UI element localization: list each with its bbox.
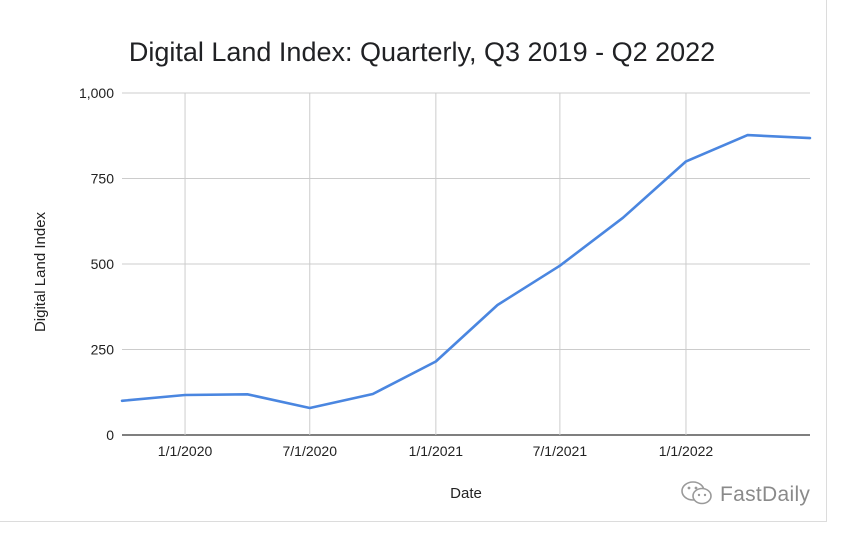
y-axis-title: Digital Land Index xyxy=(32,211,49,332)
x-tick-label: 1/1/2020 xyxy=(158,443,213,459)
y-tick-labels: 0 250 500 750 1,000 xyxy=(79,85,114,443)
x-tick-label: 7/1/2021 xyxy=(533,443,588,459)
y-tick-label: 0 xyxy=(106,427,114,443)
watermark: FastDaily xyxy=(680,480,810,510)
chart-frame: Digital Land Index: Quarterly, Q3 2019 -… xyxy=(0,0,827,522)
wechat-icon xyxy=(680,479,714,512)
x-axis-title: Date xyxy=(450,485,482,502)
series-group xyxy=(120,133,812,410)
y-tick-label: 250 xyxy=(91,342,115,358)
y-tick-label: 750 xyxy=(91,171,115,187)
x-tick-label: 7/1/2020 xyxy=(283,443,338,459)
y-tick-label: 500 xyxy=(91,256,115,272)
x-tick-label: 1/1/2021 xyxy=(409,443,464,459)
watermark-text: FastDaily xyxy=(720,483,811,506)
chart-title: Digital Land Index: Quarterly, Q3 2019 -… xyxy=(129,37,715,67)
y-gridlines xyxy=(122,92,810,436)
series-line xyxy=(120,133,812,410)
x-tick-labels: 1/1/2020 7/1/2020 1/1/2021 7/1/2021 1/1/2022 xyxy=(158,443,714,459)
x-tick-label: 1/1/2022 xyxy=(659,443,714,459)
y-tick-label: 1,000 xyxy=(79,85,114,101)
x-gridlines xyxy=(184,93,687,435)
line-chart: Digital Land Index: Quarterly, Q3 2019 -… xyxy=(32,37,812,502)
